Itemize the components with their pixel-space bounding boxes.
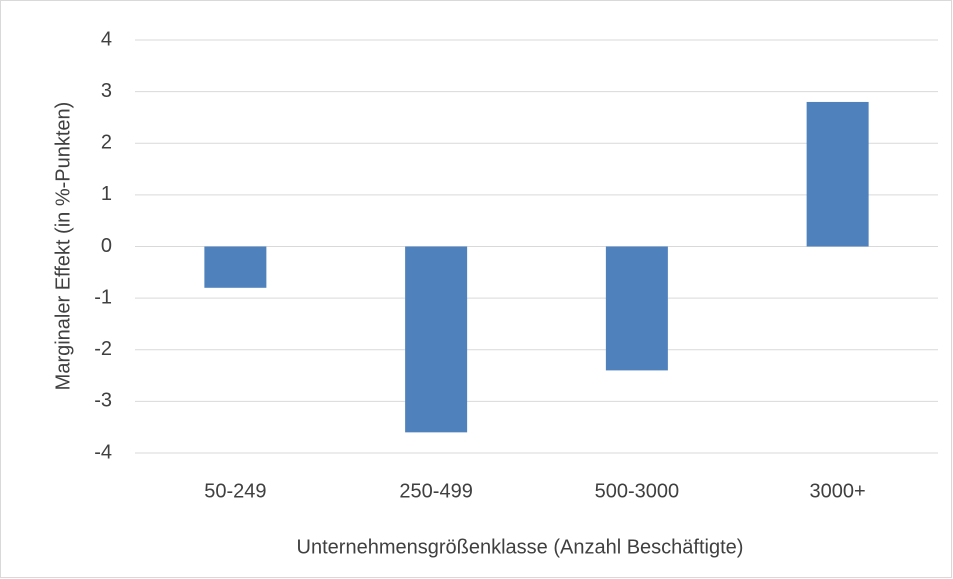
y-tick-label: 0 [101, 235, 112, 257]
x-axis-title: Unternehmensgrößenklasse (Anzahl Beschäf… [297, 536, 744, 558]
x-tick-label: 500-3000 [595, 480, 680, 502]
x-tick-label: 250-499 [399, 480, 472, 502]
bar [605, 246, 668, 371]
y-tick-label: 2 [101, 132, 112, 154]
bar [806, 101, 869, 247]
bar [204, 246, 267, 288]
y-tick-label: -2 [94, 338, 112, 360]
y-tick-label: 1 [101, 183, 112, 205]
y-tick-label: 4 [101, 28, 112, 50]
y-tick-label: -1 [94, 286, 112, 308]
y-tick-label: 3 [101, 80, 112, 102]
x-tick-label: 3000+ [810, 480, 866, 502]
y-tick-label: -4 [94, 441, 112, 463]
bar [405, 246, 468, 433]
y-tick-label: -3 [94, 390, 112, 412]
x-tick-label: 50-249 [204, 480, 266, 502]
y-axis-title: Marginaler Effekt (in %-Punkten) [52, 102, 74, 391]
